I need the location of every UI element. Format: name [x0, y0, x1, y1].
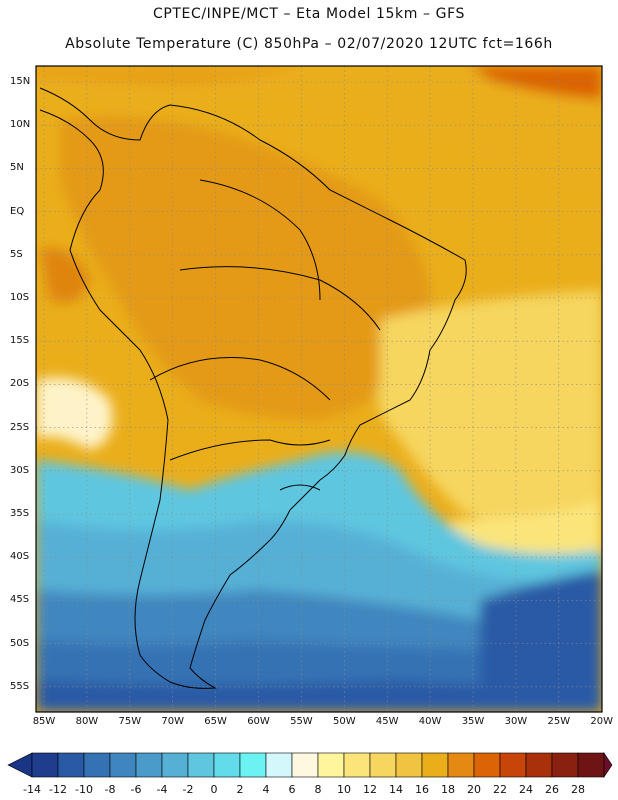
lon-label: 60W — [247, 716, 270, 727]
colorbar-tick-label: -2 — [182, 783, 194, 796]
chart-title-line2: Absolute Temperature (C) 850hPa – 02/07/… — [65, 36, 553, 52]
lon-label: 70W — [161, 716, 184, 727]
lat-label: 10N — [10, 119, 31, 131]
lat-label: 50S — [10, 637, 30, 649]
lat-label: 20S — [10, 378, 30, 390]
colorbar-tick-label: -10 — [75, 783, 93, 796]
colorbar-swatch — [265, 752, 293, 778]
colorbar-tick-label: 22 — [493, 783, 507, 796]
lat-label: EQ — [10, 205, 25, 217]
chart-title-line1: CPTEC/INPE/MCT – Eta Model 15km – GFS — [152, 6, 466, 22]
lon-label: 80W — [75, 716, 99, 727]
colorbar-tick-label: 0 — [210, 783, 218, 796]
colorbar-swatch — [57, 752, 85, 778]
lat-label: 5N — [10, 162, 24, 174]
lon-label: 75W — [118, 716, 142, 727]
lon-label: 65W — [204, 716, 227, 727]
colorbar-swatch — [421, 752, 449, 778]
colorbar-swatch — [317, 752, 345, 778]
colorbar-tick-label: 20 — [467, 783, 481, 796]
lon-label: 40W — [418, 716, 442, 727]
colorbar-over-arrow — [603, 752, 613, 778]
colorbar-tick-label: 14 — [389, 783, 403, 796]
colorbar-swatch — [135, 752, 163, 778]
lat-label: 55S — [10, 680, 30, 692]
lat-label: 35S — [10, 508, 30, 519]
colorbar-swatch — [525, 752, 553, 778]
colorbar-swatch — [109, 752, 137, 778]
colorbar-swatch — [239, 752, 267, 778]
colorbar-swatch — [577, 752, 605, 778]
lon-label: 85W — [32, 716, 56, 727]
colorbar-under-arrow — [7, 752, 33, 778]
colorbar-tick-label: -6 — [130, 783, 142, 796]
colorbar-swatch — [499, 752, 527, 778]
colorbar-swatch — [395, 752, 423, 778]
colorbar-tick-label: 24 — [519, 783, 533, 796]
lon-label: 45W — [375, 716, 399, 727]
colorbar-tick-label: -4 — [156, 783, 168, 796]
colorbar-tick-label: -8 — [104, 783, 116, 796]
colorbar-swatch — [551, 752, 579, 778]
colorbar-tick-label: 18 — [441, 783, 455, 796]
lon-label: 55W — [290, 716, 313, 727]
lon-label: 50W — [332, 716, 356, 727]
colorbar-tick-label: -12 — [49, 783, 67, 796]
lat-label: 30S — [10, 464, 30, 476]
lat-label: 15N — [10, 76, 31, 87]
lon-label: 30W — [504, 716, 528, 727]
colorbar-swatch — [343, 752, 371, 778]
lat-label: 15S — [10, 335, 30, 347]
lat-label: 45S — [10, 594, 30, 606]
colorbar-swatch — [473, 752, 501, 778]
colorbar-tick-label: 26 — [545, 783, 559, 796]
coastline — [39, 87, 467, 689]
lon-label: 25W — [547, 716, 571, 727]
colorbar-tick-label: 16 — [415, 783, 429, 796]
colorbar-swatch — [447, 752, 475, 778]
map-frame — [35, 65, 603, 713]
colorbar-swatch — [83, 752, 111, 778]
colorbar-tick-label: 4 — [262, 783, 270, 796]
colorbar-swatch — [187, 752, 215, 778]
lat-label: 25S — [10, 421, 30, 433]
colorbar-swatch — [291, 752, 319, 778]
lon-label: 35W — [461, 716, 485, 727]
temperature-field — [36, 66, 602, 712]
colorbar-tick-label: 8 — [314, 783, 322, 796]
lat-label: 10S — [10, 292, 30, 303]
colorbar-swatch — [369, 752, 397, 778]
colorbar-swatch — [31, 752, 59, 778]
colorbar — [7, 752, 613, 778]
colorbar-swatch — [213, 752, 241, 778]
colorbar-tick-label: -14 — [23, 783, 41, 796]
colorbar-swatch — [161, 752, 189, 778]
colorbar-tick-label: 12 — [363, 783, 377, 796]
lat-label: 5S — [10, 248, 23, 260]
lon-label: 20W — [590, 716, 613, 727]
colorbar-tick-label: 10 — [337, 783, 351, 796]
colorbar-tick-label: 28 — [571, 783, 585, 796]
colorbar-tick-label: 6 — [288, 783, 296, 796]
colorbar-tick-label: 2 — [236, 783, 244, 796]
lat-label: 40S — [10, 551, 30, 563]
